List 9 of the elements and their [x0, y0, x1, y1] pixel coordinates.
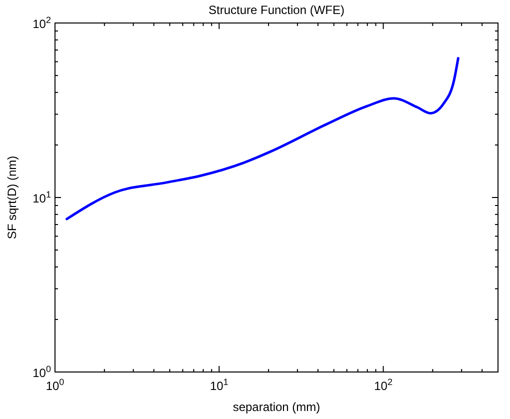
x-tick-label: 10$^{1}$ — [210, 377, 228, 393]
y-axis-title: SF sqrt(D) (nm) — [5, 156, 19, 240]
chart-title: Structure Function (WFE) — [208, 3, 345, 17]
x-tick-label: 10$^{0}$ — [46, 377, 64, 393]
x-tick-label: 10$^{2}$ — [374, 377, 392, 393]
x-axis-title: separation (mm) — [232, 400, 320, 414]
y-tick-label: 10$^{0}$ — [32, 364, 51, 380]
y-tick-label: 10$^{1}$ — [32, 190, 51, 206]
y-tick-label: 10$^{2}$ — [32, 15, 51, 31]
